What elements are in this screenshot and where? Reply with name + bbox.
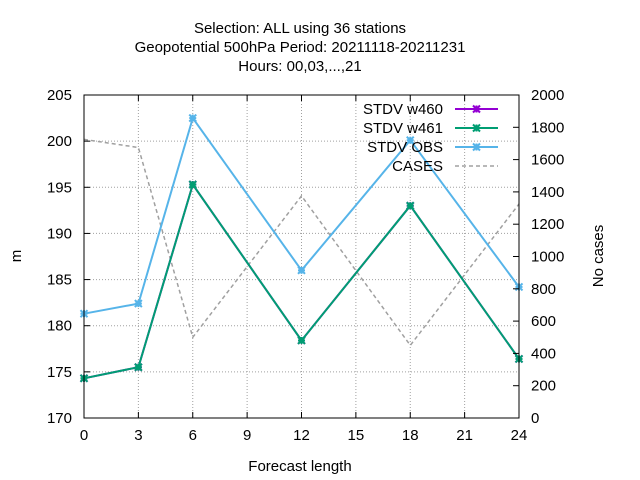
legend-entry-stdv-w460: STDV w460 bbox=[363, 101, 498, 118]
y2-tick-label: 800 bbox=[531, 281, 556, 298]
y2-tick-label: 400 bbox=[531, 345, 556, 362]
grid-lines bbox=[84, 95, 519, 418]
data-point-stdv-w461 bbox=[134, 363, 143, 372]
title-line-1: Selection: ALL using 36 stations bbox=[194, 20, 406, 37]
legend-entry-cases: CASES bbox=[392, 158, 498, 175]
y-tick-label: 170 bbox=[47, 410, 72, 427]
series-line-stdv-obs bbox=[83, 115, 520, 315]
y2-tick-label: 1200 bbox=[531, 216, 564, 233]
x-tick-label: 0 bbox=[80, 427, 88, 444]
data-point-stdv-obs bbox=[134, 299, 143, 308]
y-tick-label: 185 bbox=[47, 272, 72, 289]
y2-tick-label: 1800 bbox=[531, 119, 564, 136]
x-tick-label: 15 bbox=[348, 427, 365, 444]
y2-tick-label: 1000 bbox=[531, 249, 564, 266]
y2-tick-label: 1600 bbox=[531, 152, 564, 169]
data-point-stdv-obs bbox=[188, 113, 197, 123]
legend-marker bbox=[472, 123, 481, 133]
axes: 0 3 6 9 12 15 18 21 24 170 175 180 185 190 195 200 205 0 2… bbox=[47, 87, 564, 444]
legend-label: STDV w461 bbox=[363, 120, 443, 137]
x-tick-label: 21 bbox=[456, 427, 473, 444]
chart-title: Selection: ALL using 36 stations Geopote… bbox=[135, 20, 466, 75]
y-tick-label: 200 bbox=[47, 133, 72, 150]
legend-marker bbox=[472, 104, 481, 114]
legend-entry-stdv-obs: STDV OBS bbox=[367, 139, 498, 156]
y2-axis-label: No cases bbox=[590, 225, 607, 288]
y2-tick-label: 200 bbox=[531, 378, 556, 395]
y2-tick-label: 2000 bbox=[531, 87, 564, 104]
y2-tick-label: 0 bbox=[531, 410, 539, 427]
data-point-stdv-w461 bbox=[406, 201, 415, 210]
data-point-stdv-obs bbox=[297, 266, 306, 275]
x-tick-label: 24 bbox=[511, 427, 528, 444]
x-axis-label: Forecast length bbox=[248, 458, 351, 475]
legend-label: CASES bbox=[392, 158, 443, 175]
legend-label: STDV OBS bbox=[367, 139, 443, 156]
y-tick-label: 190 bbox=[47, 225, 72, 242]
y2-tick-label: 1400 bbox=[531, 184, 564, 201]
x-tick-label: 6 bbox=[189, 427, 197, 444]
y-tick-label: 205 bbox=[47, 87, 72, 104]
title-line-2: Geopotential 500hPa Period: 20211118-202… bbox=[135, 39, 466, 56]
data-point-stdv-w461 bbox=[188, 180, 197, 189]
title-line-3: Hours: 00,03,...,21 bbox=[238, 58, 361, 75]
series-stdv-w461 bbox=[79, 180, 524, 383]
legend-marker bbox=[472, 142, 481, 152]
legend-entry-stdv-w461: STDV w461 bbox=[363, 120, 498, 137]
y-tick-label: 195 bbox=[47, 179, 72, 196]
legend-label: STDV w460 bbox=[363, 101, 443, 118]
y2-tick-label: 600 bbox=[531, 313, 556, 330]
y-tick-label: 175 bbox=[47, 364, 72, 381]
y-axis-label: m bbox=[8, 250, 25, 263]
legend: STDV w460 STDV w461 STDV OBS CASES bbox=[363, 101, 498, 175]
series-cases bbox=[83, 138, 520, 347]
series-line-cases bbox=[83, 138, 520, 347]
x-tick-label: 18 bbox=[402, 427, 419, 444]
x-tick-label: 12 bbox=[293, 427, 310, 444]
series-line-stdv-w461 bbox=[83, 182, 520, 380]
y-tick-label: 180 bbox=[47, 318, 72, 335]
series-layer bbox=[79, 113, 524, 383]
data-point-stdv-obs bbox=[406, 136, 415, 145]
data-point-stdv-w461 bbox=[297, 336, 306, 345]
x-tick-label: 9 bbox=[243, 427, 251, 444]
x-tick-label: 3 bbox=[134, 427, 142, 444]
